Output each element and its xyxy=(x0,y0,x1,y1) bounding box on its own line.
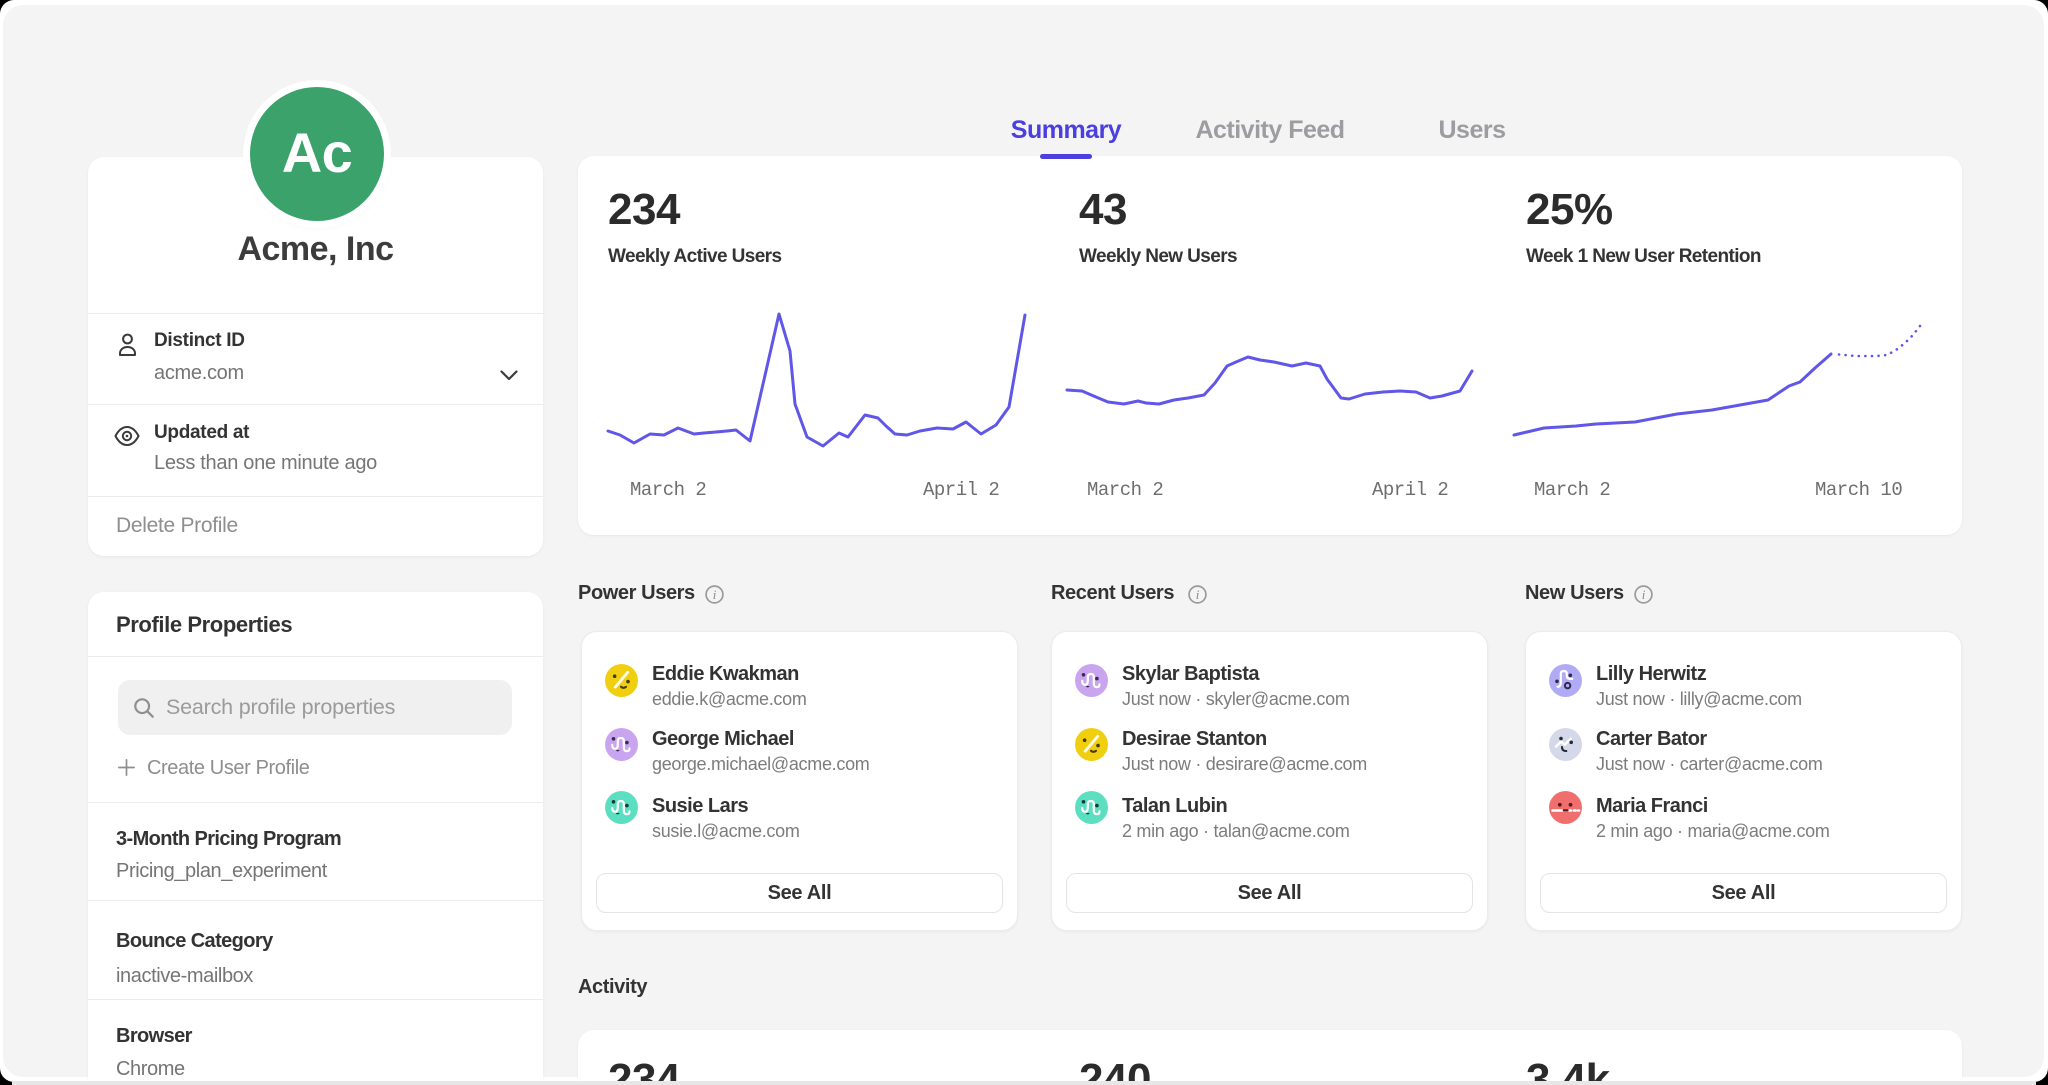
svg-text:i: i xyxy=(1642,587,1646,602)
svg-text:i: i xyxy=(713,587,717,602)
svg-text:i: i xyxy=(1196,587,1200,602)
